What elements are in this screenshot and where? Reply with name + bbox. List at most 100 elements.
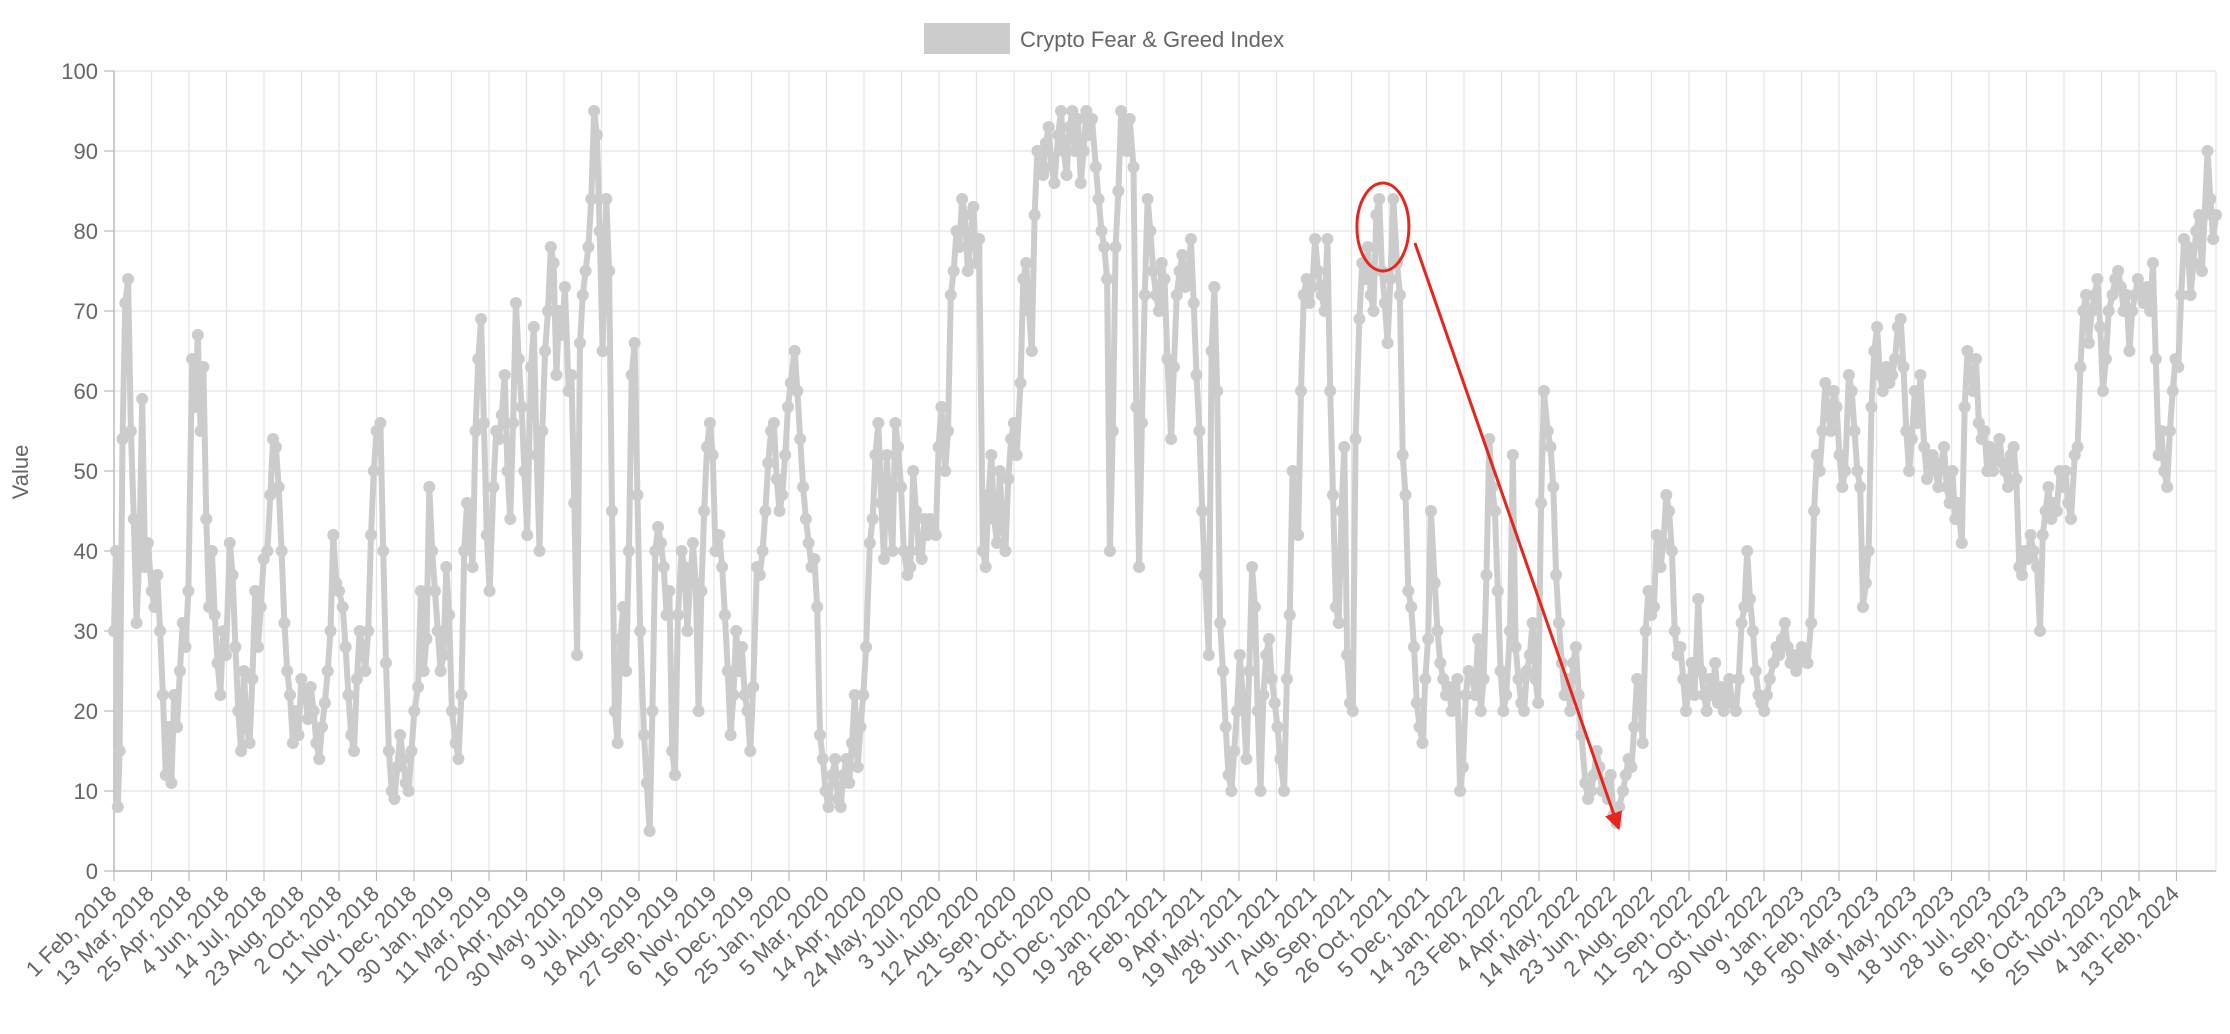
data-point[interactable]	[929, 529, 942, 541]
data-point[interactable]	[512, 353, 525, 365]
data-point[interactable]	[1127, 161, 1140, 173]
data-point[interactable]	[1617, 785, 1629, 797]
data-point[interactable]	[113, 745, 126, 757]
data-point[interactable]	[426, 545, 439, 557]
data-point[interactable]	[1101, 273, 1114, 285]
data-point[interactable]	[1518, 705, 1531, 717]
data-point[interactable]	[1451, 673, 1464, 685]
data-point[interactable]	[1488, 505, 1501, 517]
data-point[interactable]	[367, 465, 380, 477]
data-point[interactable]	[1303, 297, 1316, 309]
data-point[interactable]	[716, 561, 729, 573]
data-point[interactable]	[350, 673, 363, 685]
data-point[interactable]	[1735, 617, 1748, 629]
data-point[interactable]	[1763, 673, 1776, 685]
data-point[interactable]	[811, 601, 824, 613]
data-point[interactable]	[1833, 449, 1846, 461]
data-point[interactable]	[843, 777, 856, 789]
data-point[interactable]	[985, 449, 998, 461]
data-point[interactable]	[1216, 665, 1229, 677]
data-point[interactable]	[111, 801, 124, 813]
data-point[interactable]	[544, 241, 557, 253]
data-point[interactable]	[2166, 385, 2179, 397]
data-point[interactable]	[1845, 385, 1858, 397]
data-point[interactable]	[1709, 657, 1722, 669]
data-point[interactable]	[148, 601, 161, 613]
data-point[interactable]	[622, 545, 635, 557]
data-point[interactable]	[1732, 673, 1745, 685]
data-point[interactable]	[318, 697, 331, 709]
data-point[interactable]	[480, 529, 493, 541]
data-point[interactable]	[959, 209, 971, 221]
data-point[interactable]	[1459, 689, 1472, 701]
data-point[interactable]	[1854, 481, 1867, 493]
data-point[interactable]	[1717, 705, 1730, 717]
data-point[interactable]	[1416, 737, 1429, 749]
data-point[interactable]	[791, 385, 804, 397]
data-point[interactable]	[547, 257, 560, 269]
data-point[interactable]	[979, 561, 992, 573]
data-point[interactable]	[1419, 673, 1432, 685]
data-point[interactable]	[1109, 241, 1122, 253]
data-point[interactable]	[292, 729, 305, 741]
data-point[interactable]	[727, 689, 740, 701]
data-point[interactable]	[614, 633, 627, 645]
data-point[interactable]	[982, 489, 995, 501]
data-point[interactable]	[307, 705, 320, 717]
data-point[interactable]	[1274, 753, 1287, 765]
data-point[interactable]	[744, 745, 757, 757]
data-point[interactable]	[1155, 257, 1168, 269]
data-point[interactable]	[2034, 625, 2046, 637]
data-point[interactable]	[1292, 529, 1305, 541]
data-point[interactable]	[1978, 425, 1991, 437]
data-point[interactable]	[631, 489, 644, 501]
data-point[interactable]	[1112, 185, 1125, 197]
data-point[interactable]	[2152, 449, 2165, 461]
data-point[interactable]	[1167, 361, 1180, 373]
data-point[interactable]	[709, 545, 722, 557]
data-point[interactable]	[973, 233, 986, 245]
data-point[interactable]	[1295, 385, 1307, 397]
data-point[interactable]	[217, 625, 230, 637]
data-point[interactable]	[617, 601, 630, 613]
data-point[interactable]	[1964, 369, 1977, 381]
data-point[interactable]	[151, 569, 164, 581]
data-point[interactable]	[1135, 417, 1148, 429]
data-point[interactable]	[767, 417, 780, 429]
data-point[interactable]	[706, 449, 719, 461]
data-point[interactable]	[1491, 585, 1504, 597]
data-point[interactable]	[1434, 657, 1447, 669]
data-point[interactable]	[1851, 465, 1864, 477]
data-point[interactable]	[964, 233, 977, 245]
data-point[interactable]	[380, 657, 392, 669]
data-point[interactable]	[675, 545, 688, 557]
data-point[interactable]	[686, 537, 699, 549]
data-point[interactable]	[1932, 481, 1945, 493]
data-point[interactable]	[1946, 465, 1959, 477]
data-point[interactable]	[970, 257, 983, 269]
data-point[interactable]	[463, 529, 476, 541]
data-point[interactable]	[1031, 145, 1044, 157]
data-point[interactable]	[477, 417, 490, 429]
data-point[interactable]	[1999, 465, 2012, 477]
data-point[interactable]	[643, 825, 656, 837]
data-point[interactable]	[1077, 145, 1090, 157]
data-point[interactable]	[1240, 753, 1253, 765]
data-point[interactable]	[1219, 721, 1232, 733]
data-point[interactable]	[1020, 257, 1033, 269]
data-point[interactable]	[176, 617, 189, 629]
data-point[interactable]	[1071, 113, 1084, 125]
data-point[interactable]	[1668, 625, 1681, 637]
data-point[interactable]	[1613, 801, 1626, 813]
data-point[interactable]	[1327, 489, 1339, 501]
data-point[interactable]	[2155, 425, 2168, 437]
data-point[interactable]	[1816, 425, 1829, 437]
data-point[interactable]	[1428, 577, 1441, 589]
data-point[interactable]	[1236, 689, 1249, 701]
data-point[interactable]	[437, 649, 450, 661]
data-point[interactable]	[2094, 321, 2107, 333]
data-point[interactable]	[606, 505, 618, 517]
data-point[interactable]	[1741, 545, 1754, 557]
data-point[interactable]	[1911, 417, 1924, 429]
data-point[interactable]	[1506, 449, 1519, 461]
